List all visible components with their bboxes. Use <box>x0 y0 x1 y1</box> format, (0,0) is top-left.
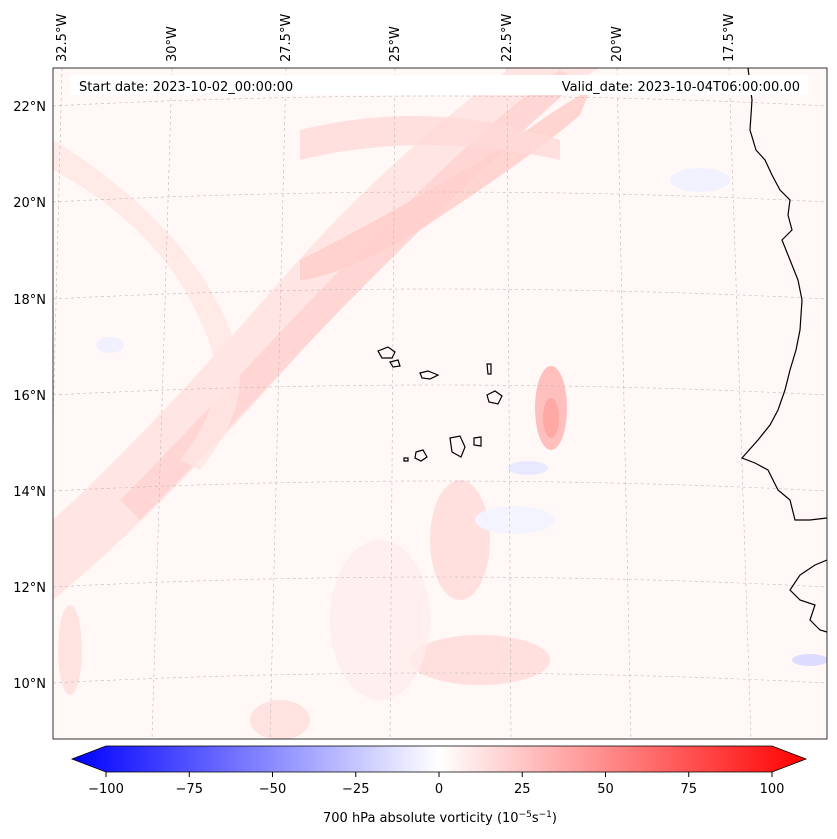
colorbar-tick-label: 0 <box>435 782 443 797</box>
colorbar-tick-label: 25 <box>514 782 531 797</box>
africa-coastline-south <box>789 559 827 633</box>
colorbar-body <box>70 745 808 773</box>
vorticity-weak-blob <box>330 540 430 700</box>
lat-tick-label: 20°N <box>13 196 46 211</box>
colorbar-tick-label: −100 <box>88 782 124 797</box>
vorticity-negative-blob <box>508 461 548 475</box>
lon-tick-label: 25°W <box>388 26 403 62</box>
lon-tick-label: 17.5°W <box>722 14 737 62</box>
vorticity-left-blob <box>58 605 82 695</box>
map-panel: Start date: 2023-10-02_00:00:00 Valid_da… <box>52 67 828 740</box>
colorbar: −100 −75 −50 −25 0 25 50 75 100 700 hPa absolute… <box>70 745 808 826</box>
colorbar-tick-label: 50 <box>597 782 614 797</box>
vorticity-field <box>53 68 827 739</box>
gridlines <box>53 68 827 739</box>
lat-tick-label: 12°N <box>13 581 46 596</box>
lat-tick-label: 14°N <box>13 485 46 500</box>
vorticity-negative-blob2 <box>96 337 124 353</box>
vorticity-bottom-blob <box>250 700 310 739</box>
lon-tick-label: 32.5°W <box>55 14 70 62</box>
vorticity-negative-blob5 <box>475 506 555 534</box>
vorticity-negative-blob3 <box>792 654 827 666</box>
vorticity-core <box>543 398 559 438</box>
colorbar-label: 700 hPa absolute vorticity (10−5s−1) <box>323 810 557 826</box>
latitude-tick-labels: 22°N 20°N 18°N 16°N 14°N 12°N 10°N <box>13 100 46 692</box>
vorticity-left-strip <box>53 140 240 470</box>
lon-tick-label: 20°W <box>610 26 625 62</box>
vorticity-negative-blob4 <box>670 168 730 192</box>
lon-tick-label: 30°W <box>165 26 180 62</box>
vorticity-lower-blob2 <box>410 635 550 685</box>
start-date-label: Start date: 2023-10-02_00:00:00 <box>79 80 293 95</box>
colorbar-ticks: −100 −75 −50 −25 0 25 50 75 100 <box>88 772 784 797</box>
colorbar-tick-label: 75 <box>680 782 697 797</box>
lon-tick-label: 22.5°W <box>500 14 515 62</box>
lat-tick-label: 16°N <box>13 389 46 404</box>
colorbar-tick-label: 100 <box>760 782 785 797</box>
header-strip <box>70 75 808 95</box>
colorbar-tick-label: −25 <box>342 782 369 797</box>
lon-tick-label: 27.5°W <box>279 14 294 62</box>
lat-tick-label: 22°N <box>13 100 46 115</box>
lat-tick-label: 10°N <box>13 677 46 692</box>
longitude-tick-labels: 32.5°W 30°W 27.5°W 25°W 22.5°W 20°W 17.5°W <box>55 14 737 62</box>
valid-date-label: Valid_date: 2023-10-04T06:00:00.00 <box>562 80 800 95</box>
africa-coastline <box>740 68 827 521</box>
vorticity-lower-blob <box>430 480 490 600</box>
colorbar-tick-label: −75 <box>176 782 203 797</box>
colorbar-tick-label: −50 <box>259 782 286 797</box>
cape-verde-islands <box>377 346 503 462</box>
lat-tick-label: 18°N <box>13 293 46 308</box>
map-frame <box>52 67 828 740</box>
vorticity-band-upper <box>300 116 560 160</box>
